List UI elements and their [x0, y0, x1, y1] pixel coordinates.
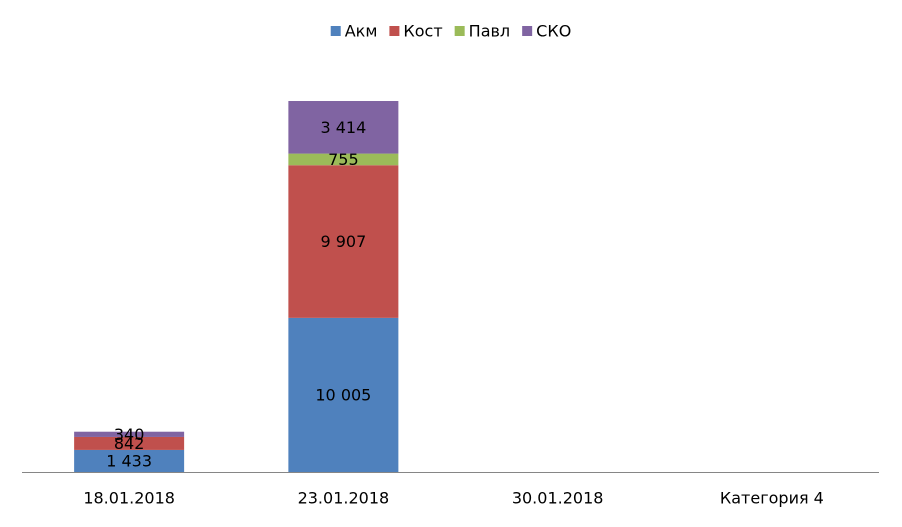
data-label: 755 — [328, 150, 359, 169]
data-label: 340 — [114, 425, 145, 444]
legend-label: СКО — [536, 22, 571, 41]
x-tick-label: 23.01.2018 — [298, 489, 390, 508]
bar-segment — [74, 449, 185, 472]
data-label: 1 433 — [106, 451, 152, 470]
bar-segment — [288, 101, 399, 154]
bar-segment — [74, 431, 185, 437]
legend-swatch — [522, 26, 533, 36]
data-label: 9 907 — [320, 232, 366, 251]
data-label: 10 005 — [315, 385, 371, 404]
bar-segment — [74, 436, 185, 450]
x-tick-label: Категория 4 — [720, 489, 824, 508]
legend-label: Кост — [403, 22, 442, 41]
data-label: 842 — [114, 434, 145, 453]
legend-label: Акм — [345, 22, 378, 41]
legend-swatch — [454, 26, 465, 36]
bar-segment — [288, 317, 399, 472]
legend-label: Павл — [469, 22, 511, 41]
bar-segment — [288, 153, 399, 166]
x-tick-label: 18.01.2018 — [83, 489, 175, 508]
legend-swatch — [389, 26, 400, 36]
bar-segment — [288, 165, 399, 318]
data-label: 3 414 — [320, 118, 366, 137]
legend-swatch — [330, 26, 341, 36]
x-tick-label: 30.01.2018 — [512, 489, 604, 508]
